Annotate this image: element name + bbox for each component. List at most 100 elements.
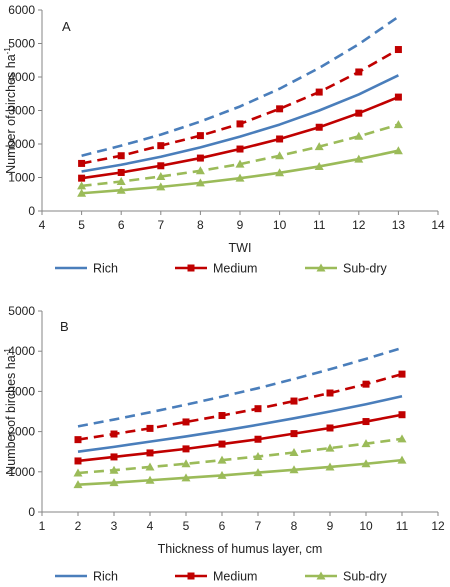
series-sub-dry-dashed-point — [145, 462, 155, 471]
x-tick-label: 6 — [219, 519, 226, 533]
x-axis-title: TWI — [229, 241, 252, 255]
series-medium-solid-point — [157, 162, 165, 170]
series-sub-dry-dashed-point — [181, 459, 191, 468]
series-sub-dry-solid-point — [235, 173, 245, 182]
series-sub-dry-dashed-point — [235, 159, 245, 168]
series-sub-dry-dashed-point — [354, 131, 364, 140]
legend-label: Sub-dry — [343, 570, 388, 584]
series-rich-solid-line — [77, 394, 403, 453]
x-tick-label: 7 — [157, 218, 164, 232]
series-sub-dry-solid-point — [289, 465, 299, 474]
x-tick-label: 14 — [431, 218, 445, 232]
series-rich-solid-line — [81, 74, 399, 173]
series-medium-dashed-point — [146, 424, 154, 432]
x-tick-label: 7 — [255, 519, 262, 533]
series-sub-dry-solid-point — [73, 480, 83, 489]
y-tick-label: 5000 — [8, 304, 35, 318]
series-medium-solid-point — [326, 424, 334, 432]
series-medium-solid-point — [394, 93, 402, 101]
y-tick-label: 2000 — [8, 137, 35, 151]
legend-swatch-marker — [187, 572, 195, 580]
series-sub-dry-solid-point — [361, 459, 371, 468]
series-medium-dashed-point — [290, 397, 298, 405]
series-sub-dry-dashed-point — [253, 452, 263, 461]
x-tick-label: 10 — [359, 519, 373, 533]
series-medium-solid-point — [315, 123, 323, 131]
series-sub-dry-dashed-line — [81, 123, 399, 188]
series-medium-dashed-point — [117, 152, 125, 160]
series-medium-dashed-point — [74, 436, 82, 444]
legend-swatch-marker — [316, 263, 326, 272]
series-sub-dry-dashed-point — [325, 443, 335, 452]
legend: Rich Medium Sub-dry — [55, 262, 388, 276]
x-tick-label: 4 — [39, 218, 46, 232]
panel-label: B — [60, 319, 69, 334]
x-tick-label: 12 — [352, 218, 366, 232]
series-medium-dashed-point — [315, 88, 323, 96]
x-tick-label: 1 — [39, 519, 46, 533]
series-sub-dry-dashed-point — [195, 166, 205, 175]
panel-label: A — [62, 19, 71, 34]
series-sub-dry-solid-point — [325, 462, 335, 471]
series-medium-dashed-point — [218, 412, 226, 420]
series-medium-dashed-point — [78, 159, 86, 167]
series-medium-solid-point — [218, 440, 226, 448]
x-tick-label: 2 — [75, 519, 82, 533]
legend-item-sub-dry: Sub-dry — [305, 570, 388, 584]
series-sub-dry-solid-line — [77, 458, 403, 486]
series-medium-solid-point — [254, 435, 262, 443]
legend-item-rich: Rich — [55, 262, 118, 276]
series-sub-dry-solid-point — [253, 468, 263, 477]
x-tick-label: 13 — [392, 218, 406, 232]
series-sub-dry-dashed-point — [393, 120, 403, 129]
series-medium-solid-point — [398, 411, 406, 419]
series-medium-dashed-point — [157, 142, 165, 150]
series-medium-dashed-point — [326, 389, 334, 397]
series-medium-solid-point — [78, 174, 86, 182]
y-tick-label: 3000 — [8, 104, 35, 118]
series-medium-solid-point — [355, 109, 363, 117]
legend-item-medium: Medium — [175, 262, 257, 276]
y-tick-label: 1000 — [8, 465, 35, 479]
series-sub-dry-dashed-point — [73, 468, 83, 477]
series-medium-solid-point — [196, 154, 204, 162]
series-medium-dashed-point — [276, 105, 284, 113]
series-sub-dry-dashed-point — [361, 439, 371, 448]
series-sub-dry-dashed-point — [397, 434, 407, 443]
series-sub-dry-dashed-point — [156, 171, 166, 180]
series-sub-dry-solid-point — [116, 185, 126, 194]
x-tick-label: 11 — [313, 218, 326, 232]
legend-label: Medium — [213, 570, 257, 584]
y-tick-label: 0 — [28, 204, 35, 218]
series-medium-dashed-point — [355, 68, 363, 76]
series-sub-dry-solid-point — [275, 168, 285, 177]
series-sub-dry-solid-point — [145, 475, 155, 484]
x-tick-label: 8 — [291, 519, 298, 533]
y-tick-label: 1000 — [8, 171, 35, 185]
series-sub-dry-dashed-point — [289, 448, 299, 457]
legend-label: Sub-dry — [343, 262, 388, 276]
series-medium-dashed-point — [236, 120, 244, 128]
legend-swatch-marker — [187, 264, 195, 272]
y-axis-title-superscript: -1 — [3, 47, 12, 55]
series-sub-dry-solid-point — [156, 182, 166, 191]
series-medium-solid-line — [77, 413, 403, 463]
series-medium-dashed-point — [362, 380, 370, 388]
y-tick-label: 3000 — [8, 384, 35, 398]
y-tick-label: 5000 — [8, 37, 35, 51]
x-tick-label: 4 — [147, 519, 154, 533]
legend-item-sub-dry: Sub-dry — [305, 262, 388, 276]
x-tick-label: 5 — [183, 519, 190, 533]
series-medium-solid-point — [74, 457, 82, 465]
series-medium-dashed-point — [182, 418, 190, 426]
series-sub-dry-dashed-point — [275, 151, 285, 160]
y-tick-label: 2000 — [8, 425, 35, 439]
series-sub-dry-solid-point — [393, 146, 403, 155]
series-medium-dashed-point — [398, 370, 406, 378]
y-axis-title: Number of birches ha-1 — [3, 47, 18, 174]
legend-label: Rich — [93, 570, 118, 584]
series-sub-dry-dashed-point — [314, 142, 324, 151]
series-sub-dry-solid-point — [314, 161, 324, 170]
